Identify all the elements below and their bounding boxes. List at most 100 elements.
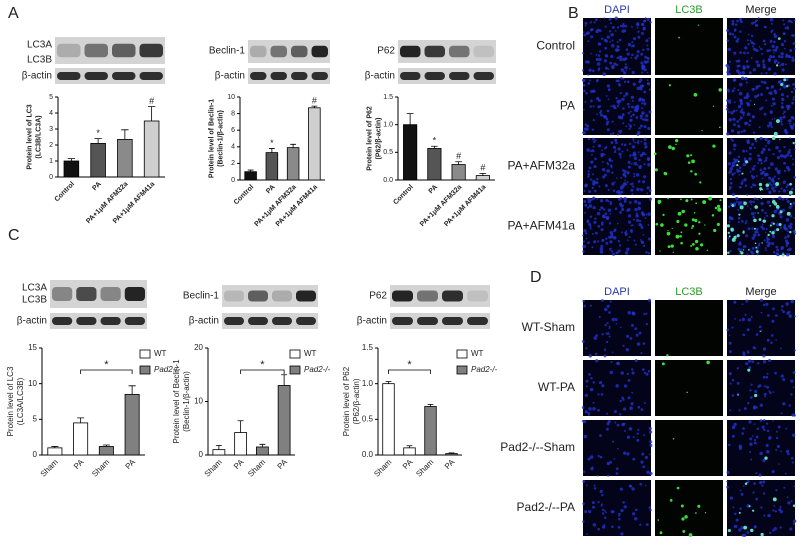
nucleus	[726, 470, 730, 475]
nucleus	[605, 241, 609, 245]
nucleus	[731, 22, 735, 26]
error-bar	[406, 113, 414, 125]
y-label-line: (Beclin-1/β-actin)	[182, 371, 191, 432]
nucleus	[752, 491, 755, 494]
nucleus	[768, 49, 772, 52]
nucleus	[587, 173, 591, 176]
nucleus	[617, 198, 621, 201]
nucleus	[582, 31, 585, 34]
puncta	[788, 190, 793, 195]
nucleus	[754, 230, 758, 234]
nucleus	[600, 503, 603, 506]
row-label: PA+AFM41a	[508, 219, 576, 233]
nucleus	[791, 56, 795, 59]
puncta	[694, 239, 699, 244]
nucleus	[606, 109, 610, 113]
puncta	[708, 196, 713, 201]
nucleus	[735, 39, 739, 43]
nucleus	[766, 238, 769, 242]
nucleus	[744, 313, 747, 316]
puncta	[740, 251, 744, 255]
blot-band	[417, 317, 438, 325]
nucleus	[774, 167, 778, 171]
blot-band	[100, 317, 121, 325]
nucleus	[767, 67, 772, 71]
nucleus	[789, 222, 793, 226]
nucleus	[781, 97, 785, 102]
nucleus	[790, 299, 795, 304]
nucleus	[616, 361, 620, 365]
blot-label: LC3A	[22, 283, 47, 294]
nucleus	[737, 247, 741, 251]
x-tick-label: Sham	[203, 457, 224, 478]
nucleus	[779, 116, 783, 121]
nucleus	[772, 152, 775, 156]
nucleus	[790, 204, 793, 207]
nucleus	[762, 347, 767, 351]
nucleus	[744, 77, 748, 81]
blot-label: LC3B	[22, 295, 47, 306]
puncta	[682, 529, 686, 533]
nucleus	[603, 115, 607, 119]
nucleus	[637, 405, 641, 409]
y-tick-label: 0	[49, 174, 53, 181]
micrograph	[655, 18, 723, 75]
nucleus	[587, 412, 591, 415]
nucleus	[773, 229, 777, 233]
blot-band	[473, 45, 494, 58]
nucleus	[608, 335, 611, 338]
puncta	[704, 224, 706, 226]
nucleus	[735, 60, 738, 63]
nucleus	[605, 117, 609, 121]
nucleus	[597, 54, 601, 57]
nucleus	[733, 35, 737, 39]
nucleus	[641, 107, 644, 110]
puncta	[753, 103, 756, 106]
nucleus	[645, 39, 649, 43]
nucleus	[763, 167, 766, 170]
nucleus	[625, 125, 628, 128]
nucleus	[731, 33, 735, 36]
nucleus	[779, 215, 783, 219]
blot-label: P62	[377, 46, 395, 57]
nucleus	[609, 133, 612, 136]
nucleus	[783, 161, 786, 165]
nucleus	[603, 349, 606, 352]
nucleus	[748, 420, 752, 424]
nucleus	[785, 77, 789, 82]
nucleus	[588, 407, 592, 411]
x-tick-label: Sham	[39, 457, 60, 478]
nucleus	[592, 196, 596, 200]
nucleus	[611, 182, 615, 186]
blot-label: β-actin	[365, 71, 395, 82]
nucleus	[787, 230, 790, 233]
nucleus	[586, 148, 590, 152]
y-axis-label: Protein level of LC3 (LC3A/LC3B)	[6, 366, 25, 436]
nucleus	[762, 65, 766, 69]
error-bar	[431, 145, 438, 149]
nucleus	[613, 410, 617, 414]
nucleus	[744, 184, 748, 188]
nucleus	[762, 39, 766, 43]
nucleus	[633, 218, 635, 221]
error-bar	[67, 158, 76, 161]
puncta	[775, 119, 780, 124]
nucleus	[604, 324, 607, 327]
nucleus	[622, 122, 625, 125]
nucleus	[608, 30, 612, 33]
nucleus	[631, 44, 635, 48]
micrograph	[583, 420, 651, 476]
nucleus	[762, 375, 766, 379]
puncta	[745, 160, 749, 164]
puncta	[753, 227, 756, 230]
nucleus	[729, 350, 732, 353]
nucleus	[627, 396, 631, 400]
nucleus	[648, 37, 651, 40]
nucleus	[637, 206, 641, 211]
nucleus	[770, 22, 773, 25]
legend-swatch	[139, 349, 151, 359]
nucleus	[601, 508, 605, 512]
puncta	[659, 531, 663, 535]
nucleus	[630, 56, 632, 59]
nucleus	[644, 217, 647, 220]
